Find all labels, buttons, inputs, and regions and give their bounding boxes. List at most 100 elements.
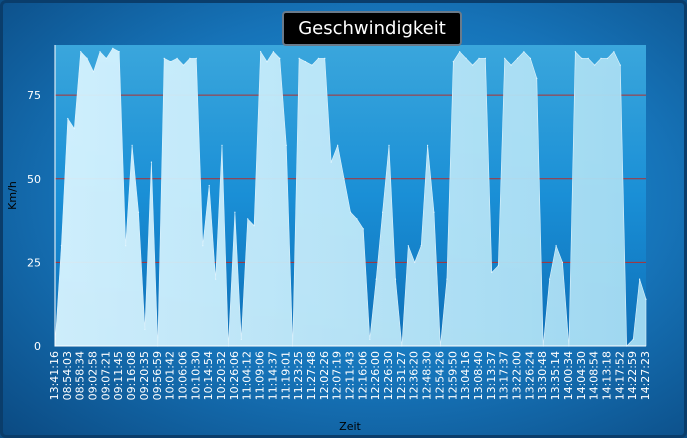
data-point (561, 261, 564, 263)
data-point (433, 211, 435, 213)
data-point (60, 245, 63, 247)
data-point (131, 144, 133, 146)
data-point (504, 57, 506, 60)
y-tick-label: 0 (34, 340, 41, 353)
data-point (150, 161, 152, 163)
data-point (247, 218, 249, 220)
data-point (86, 57, 88, 60)
data-point (362, 228, 364, 230)
x-tick-label: 11:19:01 (279, 351, 292, 400)
data-point (285, 144, 287, 146)
x-tick-label: 11:27:48 (305, 351, 318, 400)
data-point (427, 144, 429, 146)
x-tick-label: 09:11:45 (112, 351, 125, 400)
data-point (317, 57, 319, 60)
x-tick-label: 11:23:25 (292, 351, 305, 400)
x-tick-label: 12:02:26 (318, 351, 331, 400)
data-point (549, 278, 551, 280)
data-point (510, 64, 512, 66)
data-point (356, 218, 358, 220)
x-tick-label: 10:01:42 (164, 351, 177, 400)
x-tick-label: 09:16:08 (125, 351, 138, 400)
data-point (388, 144, 390, 146)
data-point (645, 298, 647, 300)
y-tick-label: 75 (27, 89, 41, 102)
x-tick-label: 13:17:37 (498, 351, 511, 400)
x-tick-label: 08:54:03 (61, 351, 74, 400)
data-point (382, 211, 384, 213)
data-point (260, 51, 262, 53)
data-point (452, 61, 454, 63)
data-point (125, 245, 127, 247)
data-point (529, 57, 532, 60)
data-point (619, 64, 621, 66)
data-point (484, 57, 486, 60)
x-tick-label: 10:06:06 (176, 351, 189, 400)
x-tick-label: 13:26:24 (523, 351, 536, 400)
data-point (491, 271, 493, 273)
data-point (337, 144, 339, 146)
data-point (594, 64, 596, 66)
x-tick-label: 14:17:52 (613, 351, 626, 400)
x-tick-label: 12:54:26 (433, 351, 446, 400)
x-tick-label: 12:26:00 (369, 351, 382, 400)
x-tick-label: 12:59:50 (446, 351, 459, 400)
data-point (414, 261, 416, 263)
data-point (478, 57, 480, 60)
x-tick-label: 12:31:27 (395, 351, 408, 400)
x-tick-label: 14:22:59 (626, 351, 639, 400)
x-tick-label: 14:13:18 (600, 351, 613, 400)
data-point (555, 245, 557, 247)
data-point (234, 211, 236, 213)
x-tick-label: 13:13:37 (485, 351, 498, 400)
data-point (215, 278, 217, 280)
y-axis-title: Km/h (6, 181, 19, 210)
data-point (137, 211, 140, 213)
data-point (394, 278, 397, 280)
x-tick-label: 14:08:54 (588, 351, 601, 400)
data-point (304, 61, 307, 63)
data-point (497, 265, 499, 267)
x-tick-label: 11:04:12 (241, 351, 254, 400)
x-tick-label: 13:30:48 (536, 351, 549, 400)
data-point (613, 51, 615, 53)
x-tick-label: 10:20:32 (215, 351, 228, 400)
data-point (279, 57, 281, 60)
x-tick-label: 09:20:35 (138, 351, 151, 400)
x-tick-label: 09:02:58 (87, 351, 100, 400)
data-point (105, 57, 107, 60)
x-tick-label: 13:22:00 (511, 351, 524, 400)
data-point (581, 57, 583, 60)
chart-title: Geschwindigkeit (282, 11, 462, 46)
y-tick-label: 25 (27, 256, 41, 269)
data-point (80, 51, 82, 53)
data-point (343, 178, 345, 180)
data-point (516, 57, 519, 60)
data-point (208, 184, 210, 187)
x-tick-label: 14:27:23 (639, 351, 652, 400)
x-tick-label: 13:35:14 (549, 351, 562, 400)
data-point (73, 128, 75, 130)
y-tick-label: 50 (27, 173, 41, 186)
data-point (600, 57, 602, 60)
data-point (375, 278, 377, 280)
x-tick-label: 12:26:30 (382, 351, 395, 400)
x-tick-label: 10:14:54 (202, 351, 215, 400)
x-tick-label: 10:26:06 (228, 351, 241, 400)
data-point (523, 51, 525, 53)
data-point (574, 51, 576, 53)
x-axis-title: Zeit (339, 420, 361, 433)
x-tick-label: 13:04:16 (459, 351, 472, 400)
data-point (170, 61, 172, 63)
data-point (420, 245, 422, 247)
data-point (465, 57, 467, 60)
data-point (639, 278, 641, 280)
x-tick-label: 12:11:43 (344, 351, 357, 400)
data-point (253, 225, 255, 227)
data-point (118, 51, 120, 53)
data-point (240, 338, 242, 340)
x-tick-label: 14:00:34 (562, 351, 575, 400)
x-tick-label: 12:48:30 (421, 351, 434, 400)
data-point (446, 278, 448, 280)
